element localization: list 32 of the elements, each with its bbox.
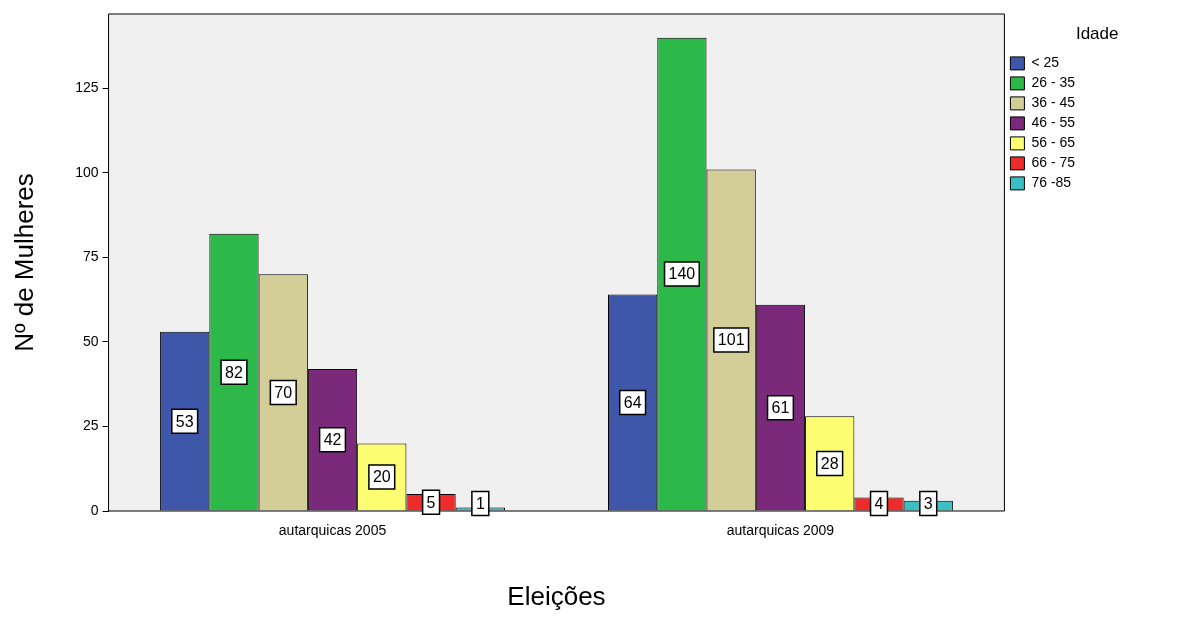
y-tick-label: 75 bbox=[82, 248, 99, 265]
data-label: 82 bbox=[225, 363, 243, 381]
data-label: 28 bbox=[820, 454, 839, 472]
y-tick-label: 100 bbox=[75, 163, 99, 180]
y-tick-label: 125 bbox=[75, 79, 99, 96]
x-tick-label: autarquicas 2009 bbox=[726, 522, 835, 539]
data-label: 42 bbox=[323, 431, 342, 449]
data-label: 1 bbox=[475, 494, 485, 512]
y-tick-label: 0 bbox=[90, 501, 99, 518]
legend-label: 56 - 65 bbox=[1031, 134, 1076, 151]
data-label: 101 bbox=[717, 331, 745, 349]
legend-label: 66 - 75 bbox=[1031, 154, 1076, 171]
data-label: 61 bbox=[771, 399, 790, 417]
y-tick-label: 25 bbox=[82, 417, 99, 434]
y-tick-label: 50 bbox=[82, 332, 99, 349]
data-label: 140 bbox=[668, 265, 696, 283]
x-axis-title: Eleições bbox=[507, 580, 606, 611]
data-label: 4 bbox=[874, 494, 884, 512]
y-axis-title: Nº de Mulheres bbox=[8, 173, 39, 352]
legend-title: Idade bbox=[1075, 24, 1119, 44]
data-label: 5 bbox=[426, 493, 436, 511]
data-label: 3 bbox=[923, 494, 933, 512]
legend-label: 26 - 35 bbox=[1031, 74, 1076, 91]
x-tick-label: autarquicas 2005 bbox=[278, 522, 387, 539]
data-label: 20 bbox=[372, 468, 391, 486]
legend-label: 36 - 45 bbox=[1031, 94, 1076, 111]
legend-label: < 25 bbox=[1031, 54, 1060, 71]
legend-label: 76 -85 bbox=[1031, 174, 1072, 191]
legend-label: 46 - 55 bbox=[1031, 114, 1076, 131]
data-label: 64 bbox=[623, 393, 642, 411]
data-label: 53 bbox=[175, 412, 194, 430]
data-label: 70 bbox=[274, 383, 293, 401]
